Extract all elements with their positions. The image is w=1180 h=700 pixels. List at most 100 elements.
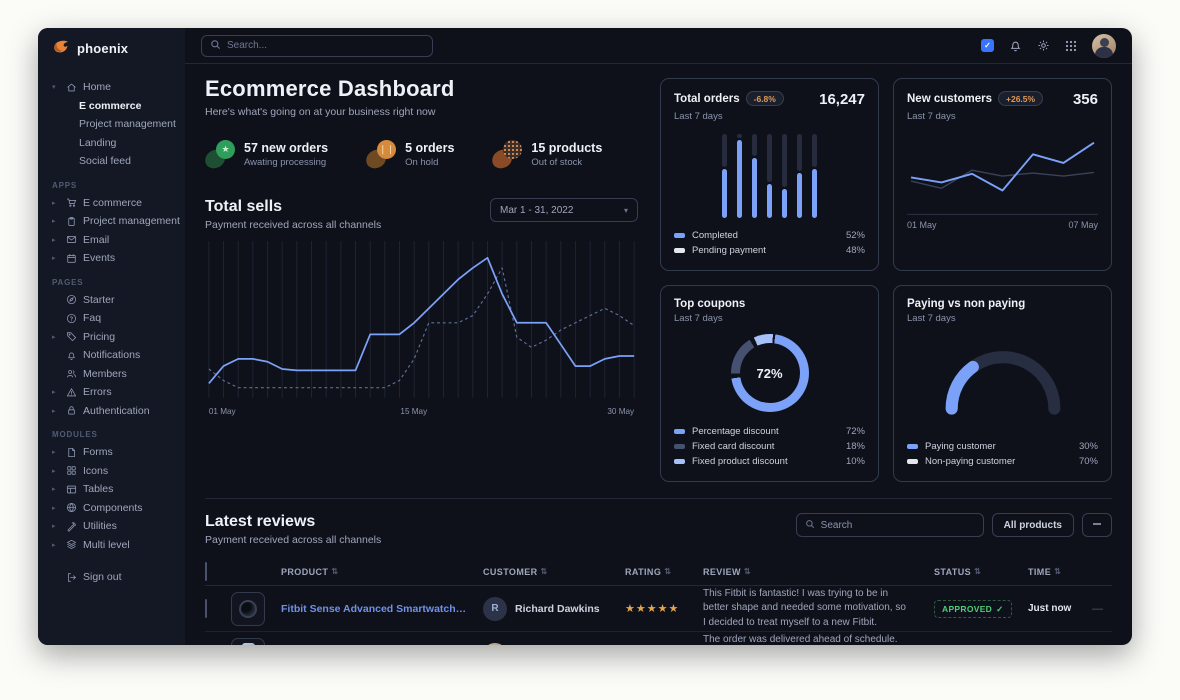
column-customer[interactable]: CUSTOMER ⇅ [483,566,548,577]
sidebar-item-tables[interactable]: ▸ Tables [38,480,185,499]
app-title: phoenix [77,40,129,56]
users-icon [65,368,77,380]
row-actions[interactable]: — [1092,602,1103,615]
sidebar-item-authentication[interactable]: ▸ Authentication [38,402,185,421]
sort-icon[interactable]: ⇅ [743,567,752,576]
file-icon [65,446,77,458]
search-icon [210,37,221,55]
sidebar-item-project-management[interactable]: Project management [79,118,176,131]
home-icon [65,81,77,93]
legend-value: 52% [845,230,865,241]
stat-sub: Awating processing [244,156,327,168]
stat-value: 15 products [531,140,603,155]
sidebar-item-e-commerce[interactable]: ▸ E commerce [38,194,185,213]
legend-value: 48% [845,245,865,256]
sidebar-item-events[interactable]: ▸ Events [38,249,185,268]
sort-icon[interactable]: ⇅ [331,567,339,576]
sidebar-item-social-feed[interactable]: Social feed [79,155,131,168]
sidebar-item-members[interactable]: Members [38,365,185,384]
sidebar-item-label: Forms [83,446,113,459]
stat-star-badge: ★ 57 new orders Awating processing [203,140,328,170]
date-range-select[interactable]: Mar 1 - 31, 2022 ▾ [490,198,638,222]
column-time[interactable]: TIME ⇅ [1028,566,1062,577]
sidebar-item-project-management[interactable]: ▸ Project management [38,212,185,231]
theme-toggle-icon[interactable]: ✓ [981,39,994,52]
legend-label: Fixed product discount [692,456,788,467]
user-avatar[interactable] [1092,33,1116,58]
caret-icon: ▸ [52,199,56,207]
logo[interactable]: phoenix [38,28,185,68]
paying-gauge-chart[interactable] [928,332,1078,416]
status-badge: APPROVED ✓ [934,600,1012,618]
customer-cell[interactable]: Ashley Garrett [483,642,625,645]
search-input[interactable] [227,40,424,51]
table-row: Fitbit Sense Advanced Smartwatch with To… [205,586,1112,632]
reviews-controls: All products [795,513,1112,537]
sort-icon[interactable]: ⇅ [1054,567,1062,576]
all-products-button[interactable]: All products [991,513,1074,537]
sign-out-button[interactable]: Sign out [38,568,185,587]
legend-swatch [674,233,685,238]
legend-swatch [907,459,918,464]
sidebar-item-landing[interactable]: Landing [79,136,117,149]
row-checkbox[interactable] [205,598,207,618]
more-options-button[interactable] [1082,513,1112,537]
sidebar-item-email[interactable]: ▸ Email [38,231,185,250]
legend-value: 70% [1078,456,1098,467]
review-text: The order was delivered ahead of schedul… [703,633,898,645]
top-coupons-card: Top coupons Last 7 days 72% Percentage d… [660,285,879,482]
stat-sub: Out of stock [531,156,583,168]
apps-grid-icon[interactable] [1064,39,1078,53]
legend-swatch [674,429,685,434]
total-orders-bar-chart[interactable] [674,134,865,218]
sidebar-item-icons[interactable]: ▸ Icons [38,462,185,481]
stat-stock-badge: 15 products Out of stock [490,140,603,170]
sidebar-item-notifications[interactable]: Notifications [38,346,185,365]
sidebar-item-label: Faq [83,312,102,325]
sidebar-item-starter[interactable]: Starter [38,291,185,310]
reviews-search[interactable] [795,513,984,537]
phoenix-logo-icon [52,38,70,59]
sidebar-item-e-commerce[interactable]: E commerce [79,99,142,112]
product-image[interactable] [231,591,265,626]
compass-icon [65,294,77,306]
select-all-checkbox[interactable] [205,561,207,581]
sidebar-item-label: Icons [83,464,109,477]
sidebar-item-multi-level[interactable]: ▸ Multi level [38,536,185,555]
product-link[interactable]: Fitbit Sense Advanced Smartwatch with To… [281,602,483,615]
paying-period: Last 7 days [907,313,956,324]
gear-icon[interactable] [1036,39,1050,53]
column-product[interactable]: PRODUCT ⇅ [281,566,339,577]
sidebar-item-forms[interactable]: ▸ Forms [38,443,185,462]
sidebar-item-label: Events [83,252,116,265]
cart-icon [65,197,77,209]
column-rating[interactable]: RATING ⇅ [625,566,672,577]
clipboard-icon [65,215,77,227]
sidebar-item-utilities[interactable]: ▸ Utilities [38,517,185,536]
new-customers-line-chart[interactable] [907,134,1098,218]
donut-center-label: 72% [756,365,783,381]
reviews-search-input[interactable] [820,519,975,531]
sort-icon[interactable]: ⇅ [664,567,672,576]
sidebar-item-label: Notifications [83,349,141,362]
top-coupons-donut-chart[interactable]: 72% [730,334,809,412]
global-search[interactable] [201,34,433,57]
top-coupons-period: Last 7 days [674,313,723,324]
row-checkbox[interactable] [205,644,207,645]
sort-icon[interactable]: ⇅ [974,567,982,576]
customer-cell[interactable]: R Richard Dawkins [483,596,625,621]
product-image[interactable] [231,637,265,645]
bell-icon[interactable] [1008,39,1022,53]
sidebar-item-errors[interactable]: ▸ Errors [38,383,185,402]
sort-icon[interactable]: ⇅ [540,567,548,576]
svg-text:30 May: 30 May [607,407,635,416]
legend-label: Percentage discount [692,426,779,437]
total-sells-chart[interactable]: 01 May 15 May 30 May [205,241,638,424]
stats-row: ★ 57 new orders Awating processing ❘❘ 5 orde… [203,140,638,170]
sidebar-item-pricing[interactable]: ▸ Pricing [38,328,185,347]
sidebar-item-faq[interactable]: Faq [38,309,185,328]
column-review[interactable]: REVIEW ⇅ [703,566,752,577]
sidebar-item-home[interactable]: ▾ Home [38,78,185,97]
sidebar-item-components[interactable]: ▸ Components [38,499,185,518]
column-status[interactable]: STATUS ⇅ [934,566,982,577]
